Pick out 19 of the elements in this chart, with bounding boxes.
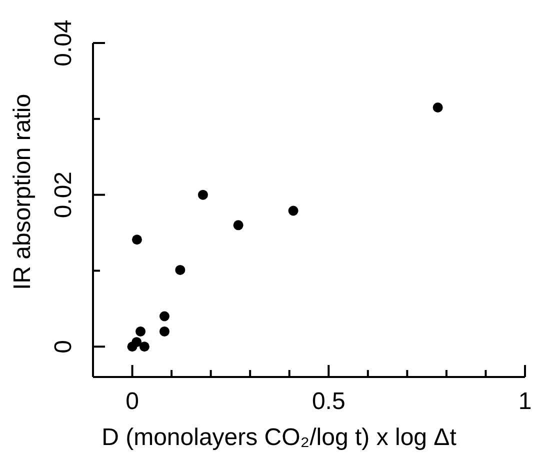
point — [432, 102, 443, 113]
x-tick-label: 1 — [518, 388, 532, 415]
y-tick-label: 0.02 — [50, 171, 77, 218]
point — [132, 337, 142, 348]
point — [132, 234, 142, 245]
x-axis-title: D (monolayers CO₂/log t) x log Δt — [102, 424, 457, 451]
point — [175, 264, 186, 275]
point — [288, 206, 298, 216]
point — [159, 326, 170, 336]
y-axis-title: IR absorption ratio — [9, 94, 36, 290]
point — [233, 220, 244, 230]
point — [198, 190, 208, 200]
y-tick-label: 0.04 — [50, 20, 77, 66]
x-tick-label: 0 — [126, 388, 139, 415]
point — [136, 326, 146, 336]
y-tick-label: 0 — [50, 340, 77, 354]
point — [139, 342, 150, 352]
point — [159, 311, 170, 322]
x-tick-label: 0.5 — [312, 388, 346, 415]
